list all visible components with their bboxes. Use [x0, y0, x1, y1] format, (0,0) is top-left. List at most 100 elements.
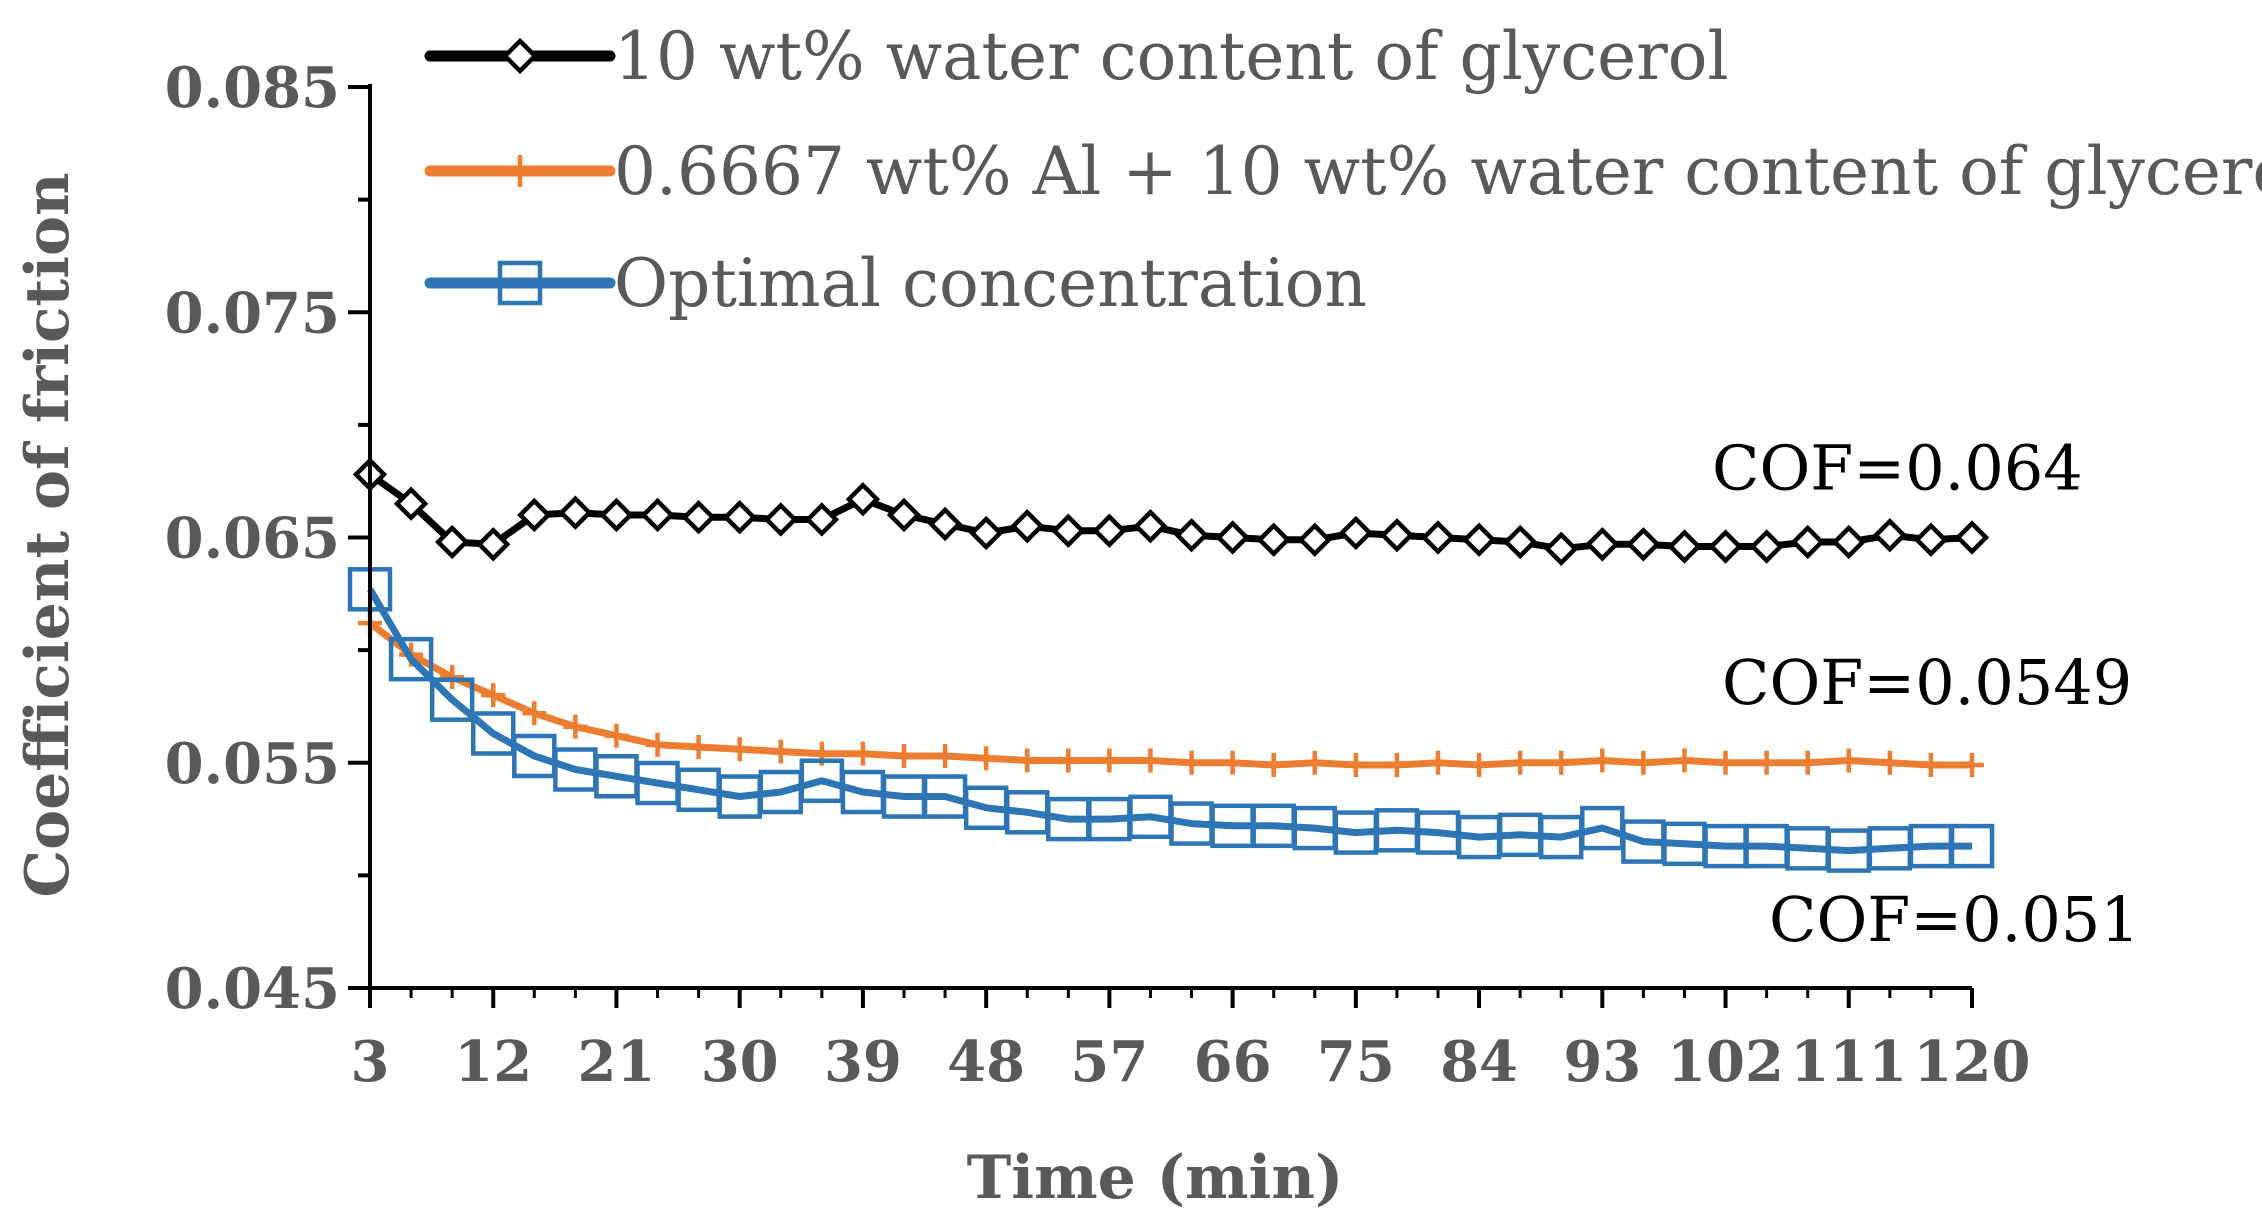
legend-label-3: Optimal concentration [614, 245, 1367, 322]
data-point-s1-8 [640, 497, 675, 533]
data-point-s2-31 [1590, 748, 1615, 773]
x-axis-title: Time (min) [967, 1143, 1344, 1213]
data-point-s2-6 [563, 714, 588, 739]
series-line-1 [367, 471, 1973, 553]
data-point-s2-25 [1343, 753, 1368, 778]
x-tick-label-12: 102 [1667, 1029, 1784, 1095]
data-point-s1-10 [722, 500, 757, 535]
series-1 [352, 457, 1990, 566]
data-point-s1-25 [1338, 515, 1374, 551]
data-point-s1-19 [1092, 513, 1127, 548]
data-point-s2-18 [1056, 748, 1081, 773]
y-tick-label-1: 0.045 [165, 956, 340, 1022]
data-point-s1-20 [1133, 509, 1168, 544]
data-point-s1-24 [1297, 522, 1332, 557]
data-point-s1-33 [1667, 529, 1702, 564]
data-point-s2-26 [1384, 753, 1409, 778]
y-tick-label-3: 0.065 [165, 506, 340, 572]
data-point-s2-16 [974, 746, 999, 771]
data-point-s2-3 [440, 665, 465, 690]
x-tick-label-2: 12 [454, 1029, 532, 1095]
data-point-s1-40 [1954, 520, 1990, 555]
x-tick-label-6: 48 [947, 1029, 1025, 1095]
data-point-s2-23 [1261, 753, 1286, 778]
x-tick-label-13: 111 [1790, 1029, 1907, 1095]
y-tick-label-5: 0.085 [165, 55, 340, 121]
data-point-s1-2 [393, 486, 429, 521]
data-point-s2-5 [522, 701, 547, 726]
data-point-s2-8 [645, 732, 670, 757]
x-tick-label-10: 84 [1440, 1029, 1518, 1095]
x-tick-label-14: 120 [1914, 1029, 2031, 1095]
data-point-s1-30 [1544, 531, 1579, 566]
data-point-s2-35 [1754, 750, 1779, 775]
data-point-s2-10 [727, 737, 752, 762]
data-point-s2-24 [1302, 750, 1327, 775]
data-point-s2-19 [1097, 748, 1122, 773]
data-point-s1-37 [1831, 524, 1866, 560]
data-point-s1-17 [1010, 509, 1045, 544]
x-tick-label-9: 75 [1317, 1029, 1395, 1095]
data-point-s2-22 [1220, 750, 1245, 775]
data-point-s2-9 [686, 734, 711, 759]
data-point-s1-15 [927, 506, 963, 542]
legend-marker-1 [501, 37, 539, 75]
data-point-s2-17 [1015, 748, 1040, 773]
series-line-2 [367, 620, 1972, 769]
data-point-s1-21 [1174, 518, 1209, 553]
data-point-s1-7 [599, 497, 634, 533]
x-tick-label-11: 93 [1563, 1029, 1641, 1095]
data-point-s2-21 [1179, 750, 1204, 775]
data-point-s2-40 [1960, 753, 1984, 778]
legend-marker-2 [504, 155, 536, 187]
legend-label-2: 0.6667 wt% Al + 10 wt% water content of … [614, 133, 2262, 210]
data-point-s1-22 [1215, 520, 1250, 555]
data-point-s2-29 [1508, 750, 1533, 775]
data-point-s1-26 [1379, 518, 1415, 553]
data-point-s1-6 [558, 495, 593, 530]
data-point-s2-36 [1795, 750, 1820, 775]
data-point-s2-38 [1877, 750, 1902, 775]
cof-annotation-3: COF=0.051 [1769, 883, 2140, 956]
cof-annotation-1: COF=0.064 [1712, 432, 2083, 505]
data-point-s2-13 [850, 741, 875, 766]
data-point-s1-35 [1749, 529, 1784, 564]
data-point-s1-23 [1256, 522, 1291, 557]
data-point-s3-4 [470, 711, 516, 756]
data-point-s2-14 [892, 743, 916, 768]
data-point-s1-14 [886, 497, 922, 533]
x-tick-label-1: 3 [351, 1029, 390, 1095]
data-point-s2-15 [933, 743, 958, 768]
data-point-s1-13 [845, 482, 881, 517]
y-axis-title: Coefficient of friction [13, 172, 83, 897]
data-point-s2-30 [1549, 750, 1574, 775]
data-point-s1-34 [1708, 529, 1743, 564]
x-tick-label-5: 39 [824, 1029, 902, 1095]
data-point-s1-27 [1420, 520, 1456, 555]
data-point-s1-3 [434, 524, 470, 560]
data-point-s2-33 [1672, 748, 1697, 773]
data-point-s2-37 [1836, 748, 1861, 773]
data-point-s1-36 [1790, 524, 1825, 560]
annotations: COF=0.064 COF=0.0549 COF=0.051 [1712, 432, 2140, 957]
data-point-s1-38 [1872, 518, 1908, 553]
x-tick-label-8: 66 [1194, 1029, 1272, 1095]
data-point-s1-11 [763, 502, 798, 537]
legend-item-1: 10 wt% water content of glycerol [424, 18, 1729, 95]
x-tick-label-3: 21 [577, 1029, 655, 1095]
data-point-s3-40 [1949, 823, 1995, 869]
data-point-s2-11 [768, 739, 793, 764]
series-3 [347, 567, 1995, 873]
y-tick-label-2: 0.055 [165, 731, 340, 797]
data-point-s1-31 [1585, 527, 1620, 562]
data-point-s2-4 [481, 683, 506, 708]
data-point-s1-5 [517, 497, 552, 533]
series-2 [358, 611, 1984, 778]
data-point-s1-28 [1461, 522, 1497, 557]
data-point-s1-9 [681, 500, 716, 535]
data-point-s2-20 [1138, 748, 1163, 773]
legend-item-2: 0.6667 wt% Al + 10 wt% water content of … [424, 133, 2262, 210]
data-point-s1-32 [1626, 527, 1661, 562]
x-tick-label-7: 57 [1070, 1029, 1148, 1095]
